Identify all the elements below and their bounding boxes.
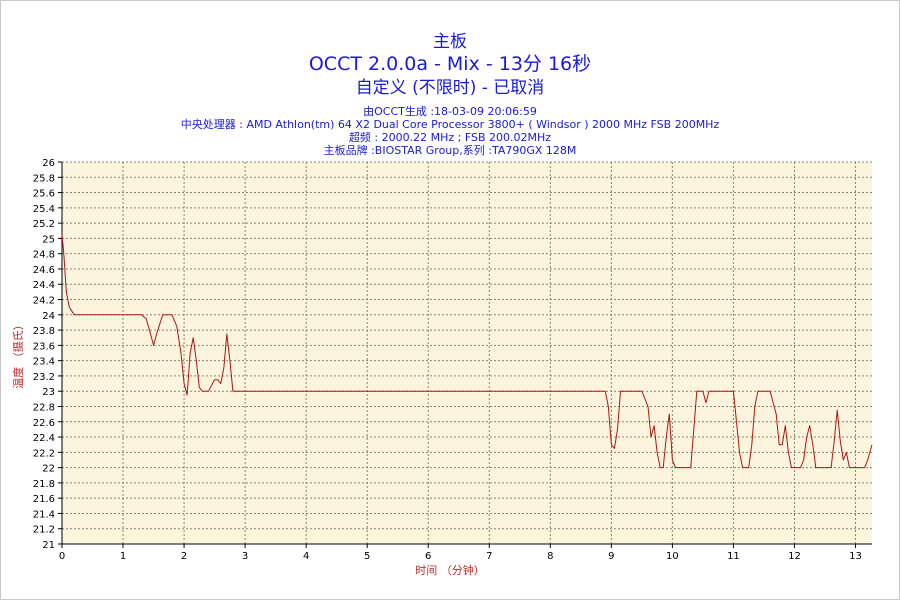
x-tick-label: 5 <box>364 551 370 562</box>
x-tick-label: 7 <box>486 551 492 562</box>
x-tick-label: 2 <box>181 551 187 562</box>
y-tick-label: 25 <box>42 234 55 245</box>
y-tick-label: 25.6 <box>33 189 55 200</box>
y-tick-label: 25.2 <box>33 219 55 230</box>
axes <box>61 162 872 545</box>
chart-title: 主板 <box>433 32 467 52</box>
y-tick-label: 24.8 <box>33 250 55 261</box>
info-cpu: 中央处理器 : AMD Athlon(tm) 64 X2 Dual Core P… <box>180 118 720 131</box>
x-tick-label: 10 <box>666 551 679 562</box>
x-tick-label: 1 <box>120 551 126 562</box>
y-tick-label: 24.4 <box>33 280 55 291</box>
y-tick-label: 21.8 <box>33 479 55 490</box>
x-tick-label: 0 <box>59 551 65 562</box>
chart-status-line: 自定义 (不限时) - 已取消 <box>355 78 545 98</box>
y-tick-label: 22.2 <box>33 448 55 459</box>
y-tick-labels: 21 21.2 21.4 21.6 21.8 22 22.2 22.4 22.6 22.8 23 23… <box>33 158 62 551</box>
y-tick-label: 24 <box>42 311 55 322</box>
y-tick-label: 21.2 <box>33 525 55 536</box>
x-tick-label: 6 <box>425 551 431 562</box>
y-tick-label: 23.2 <box>33 372 55 383</box>
y-tick-label: 25.8 <box>33 173 55 184</box>
y-axis-label: 温度 （摄氏） <box>12 319 25 389</box>
temperature-series-line <box>61 234 873 469</box>
y-tick-label: 24.6 <box>33 265 55 276</box>
x-tick-labels: 0 1 2 3 4 5 6 7 8 9 10 11 12 13 <box>59 544 862 562</box>
y-tick-label: 21.4 <box>33 509 55 520</box>
y-tick-label: 26 <box>42 158 55 169</box>
x-tick-label: 3 <box>242 551 248 562</box>
y-tick-label: 23 <box>42 387 55 398</box>
info-generated: 由OCCT生成 :18-03-09 20:06:59 <box>363 105 537 118</box>
y-tick-label: 24.2 <box>33 296 55 307</box>
plot-area <box>62 162 872 544</box>
y-tick-label: 22.6 <box>33 418 55 429</box>
x-tick-label: 4 <box>303 551 309 562</box>
chart-subtitle: OCCT 2.0.0a - Mix - 13分 16秒 <box>308 53 592 75</box>
y-tick-label: 23.6 <box>33 341 55 352</box>
info-motherboard: 主板品牌 :BIOSTAR Group,系列 :TA790GX 128M <box>323 144 577 157</box>
x-tick-label: 12 <box>788 551 801 562</box>
y-tick-label: 23.4 <box>33 357 55 368</box>
x-tick-label: 11 <box>727 551 740 562</box>
y-tick-label: 21 <box>42 540 55 551</box>
x-tick-label: 8 <box>547 551 553 562</box>
x-tick-label: 13 <box>849 551 862 562</box>
y-tick-label: 22.8 <box>33 402 55 413</box>
y-tick-label: 25.4 <box>33 204 55 215</box>
y-tick-label: 21.6 <box>33 494 55 505</box>
x-axis-label: 时间 （分钟） <box>415 564 485 577</box>
info-overclock: 超频 : 2000.22 MHz ; FSB 200.02MHz <box>348 131 552 144</box>
x-tick-label: 9 <box>608 551 614 562</box>
y-tick-label: 22.4 <box>33 433 55 444</box>
y-tick-label: 22 <box>42 464 55 475</box>
y-tick-label: 23.8 <box>33 326 55 337</box>
